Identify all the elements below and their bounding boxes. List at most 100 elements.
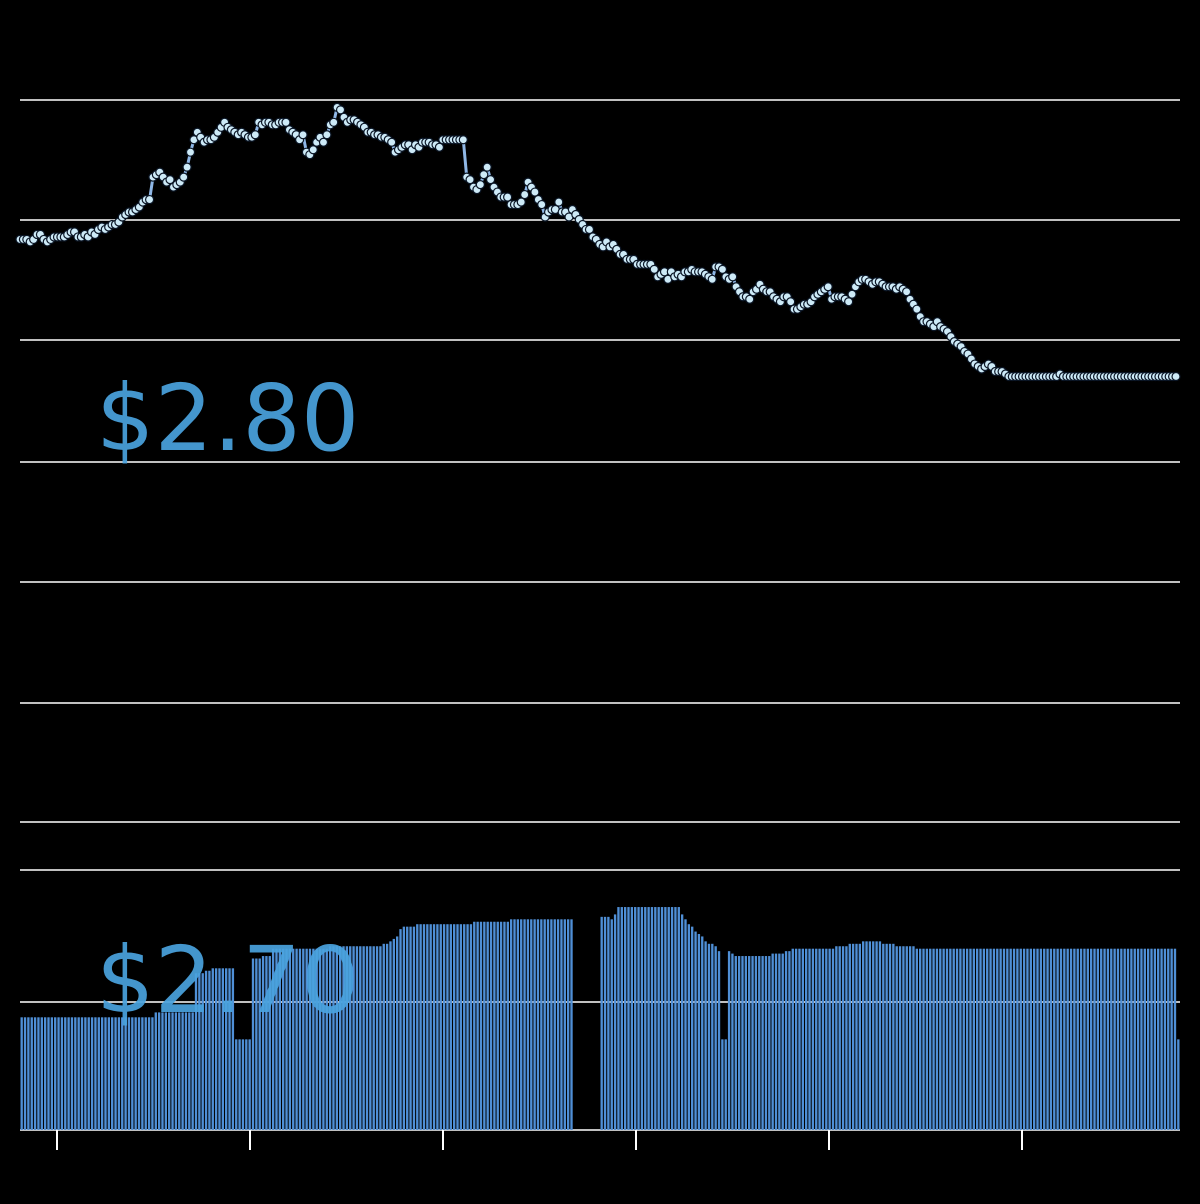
volume-bar xyxy=(466,924,469,1130)
volume-bar xyxy=(748,956,751,1130)
volume-bar xyxy=(349,946,352,1130)
volume-bar xyxy=(94,1017,97,1130)
volume-bar xyxy=(124,1017,127,1130)
volume-bar xyxy=(241,1039,245,1130)
volume-bar xyxy=(714,946,717,1130)
volume-bar xyxy=(439,924,442,1130)
volume-bar xyxy=(630,907,634,1130)
volume-bar xyxy=(312,948,315,1130)
volume-bar xyxy=(1100,948,1103,1130)
volume-bar xyxy=(1006,948,1009,1130)
volume-bar xyxy=(30,1017,33,1130)
volume-bar xyxy=(1126,948,1130,1130)
price-point xyxy=(516,197,526,207)
price-point xyxy=(728,272,738,282)
volume-bar xyxy=(282,948,285,1130)
volume-bar xyxy=(503,921,506,1130)
volume-bar xyxy=(298,948,302,1130)
volume-bar xyxy=(20,1017,23,1130)
volume-bar xyxy=(1167,948,1170,1130)
volume-bar xyxy=(841,946,845,1130)
volume-bar xyxy=(1103,948,1106,1130)
volume-bar xyxy=(875,941,878,1130)
volume-bar xyxy=(1043,948,1046,1130)
volume-bar xyxy=(1066,948,1069,1130)
volume-bar xyxy=(456,924,459,1130)
volume-bar xyxy=(288,948,292,1130)
volume-bar xyxy=(975,948,979,1130)
volume-bar xyxy=(942,948,945,1130)
volume-bar xyxy=(868,941,872,1130)
volume-bar xyxy=(607,916,610,1130)
volume-bar xyxy=(214,968,218,1130)
volume-bar xyxy=(111,1017,114,1130)
volume-bar xyxy=(1029,948,1032,1130)
volume-bar xyxy=(1130,948,1133,1130)
price-point xyxy=(844,297,854,307)
price-point xyxy=(707,274,717,284)
volume-bar xyxy=(181,1012,184,1130)
volume-bar xyxy=(335,946,338,1130)
volume-bar xyxy=(560,919,563,1130)
volume-bar xyxy=(898,946,902,1130)
volume-bar xyxy=(114,1017,117,1130)
volume-bar xyxy=(235,1039,238,1130)
volume-bar xyxy=(292,948,295,1130)
volume-bar xyxy=(486,921,489,1130)
volume-bar xyxy=(1096,948,1100,1130)
price-point xyxy=(485,175,496,185)
volume-bar xyxy=(352,946,355,1130)
volume-bar xyxy=(1063,948,1066,1130)
volume-bar xyxy=(345,946,349,1130)
volume-bar xyxy=(862,941,865,1130)
price-point xyxy=(250,130,260,140)
volume-bar xyxy=(915,948,918,1130)
volume-bar xyxy=(84,1017,87,1130)
volume-bar xyxy=(952,948,955,1130)
volume-bar xyxy=(33,1017,37,1130)
price-point xyxy=(465,175,475,185)
volume-bar xyxy=(255,958,258,1130)
price-point xyxy=(717,264,728,274)
volume-bar xyxy=(1160,948,1163,1130)
volume-bar xyxy=(399,929,402,1130)
volume-bar xyxy=(724,1039,727,1130)
price-point xyxy=(434,142,445,152)
volume-bar xyxy=(610,919,613,1130)
price-point xyxy=(281,117,291,127)
volume-bar xyxy=(1143,948,1146,1130)
volume-bar xyxy=(704,941,707,1130)
volume-bar xyxy=(516,919,520,1130)
volume-bar xyxy=(701,936,704,1130)
volume-bar xyxy=(1110,948,1113,1130)
volume-bar xyxy=(1140,948,1143,1130)
volume-bar xyxy=(339,946,342,1130)
price-point xyxy=(554,197,564,207)
volume-bar xyxy=(194,973,198,1130)
volume-bar xyxy=(157,1012,161,1130)
volume-bar xyxy=(969,948,972,1130)
volume-bar xyxy=(808,948,811,1130)
volume-bar xyxy=(499,921,503,1130)
volume-bar xyxy=(117,1017,121,1130)
price-point xyxy=(537,199,547,210)
volume-bar xyxy=(127,1017,131,1130)
volume-bar xyxy=(959,948,962,1130)
volume-bar xyxy=(208,970,211,1130)
volume-bar xyxy=(919,948,922,1130)
volume-bar xyxy=(385,943,389,1130)
volume-bar xyxy=(184,1012,188,1130)
volume-bar xyxy=(406,926,409,1130)
volume-bar xyxy=(1079,948,1083,1130)
volume-bar xyxy=(627,907,630,1130)
volume-bar xyxy=(442,924,446,1130)
volume-bar xyxy=(563,919,566,1130)
volume-bar xyxy=(815,948,818,1130)
volume-bar xyxy=(600,916,603,1130)
volume-bar xyxy=(979,948,982,1130)
price-point xyxy=(902,287,912,297)
volume-bar xyxy=(1153,948,1157,1130)
volume-bar xyxy=(1053,948,1056,1130)
volume-bar xyxy=(885,943,888,1130)
volume-bar xyxy=(905,946,908,1130)
